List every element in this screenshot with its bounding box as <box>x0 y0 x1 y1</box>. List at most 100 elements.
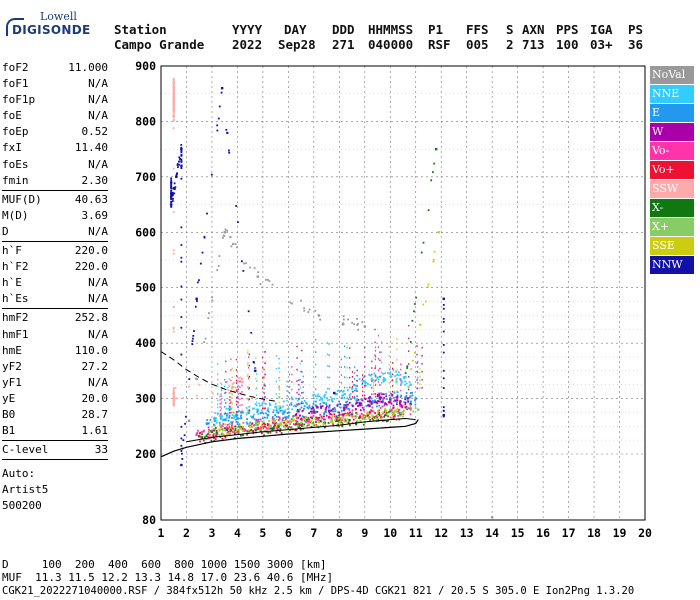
parameter-row: hmF1 N/A <box>2 327 108 343</box>
data-point <box>267 278 269 281</box>
data-point <box>217 265 220 267</box>
data-point <box>180 164 183 167</box>
data-point <box>367 404 369 407</box>
data-point <box>245 407 248 409</box>
data-point <box>257 271 260 274</box>
data-point <box>213 416 216 420</box>
x-tick-label: 6 <box>285 526 292 540</box>
data-point <box>245 421 248 424</box>
data-point <box>217 393 219 396</box>
data-point <box>421 354 423 357</box>
data-point <box>346 407 348 410</box>
data-point <box>231 387 233 390</box>
data-point <box>408 363 410 365</box>
data-point <box>404 398 407 401</box>
data-point <box>231 386 234 389</box>
data-point <box>362 378 364 380</box>
data-point <box>278 386 280 389</box>
data-point <box>248 405 251 408</box>
data-point <box>301 425 303 427</box>
data-point <box>180 143 183 146</box>
data-point <box>369 374 372 377</box>
data-point <box>282 424 285 427</box>
data-point <box>288 423 291 426</box>
data-point <box>259 412 262 415</box>
data-point <box>231 416 233 419</box>
data-point <box>237 400 239 403</box>
data-point <box>244 428 247 431</box>
parameter-value: 11.000 <box>68 61 108 74</box>
data-point <box>275 431 278 434</box>
data-point <box>316 417 319 420</box>
data-point <box>299 418 302 421</box>
data-point <box>237 397 239 400</box>
data-point <box>262 397 264 400</box>
data-point <box>299 386 301 389</box>
data-point <box>442 414 445 417</box>
data-point <box>253 418 256 421</box>
header-label: DAY <box>284 22 307 37</box>
data-point <box>374 401 377 404</box>
data-point <box>203 429 205 432</box>
data-point <box>172 104 175 107</box>
data-point <box>254 369 257 373</box>
data-point <box>223 433 226 436</box>
data-point <box>271 428 274 431</box>
data-point <box>173 192 176 195</box>
data-point <box>237 393 239 395</box>
data-point <box>416 379 418 381</box>
data-point <box>239 424 241 427</box>
data-point <box>393 410 396 413</box>
data-point <box>229 392 232 395</box>
data-point <box>396 379 398 382</box>
data-point <box>208 430 211 434</box>
data-point <box>306 403 308 406</box>
data-point <box>357 323 359 325</box>
data-point <box>210 439 213 442</box>
data-point <box>422 303 425 306</box>
parameter-name: B0 <box>2 407 16 421</box>
data-point <box>367 400 369 403</box>
data-point <box>312 402 315 405</box>
data-point <box>349 357 351 359</box>
data-point <box>236 423 239 426</box>
auto-scaling-info: Auto: Artist5 500200 <box>2 466 108 514</box>
data-point <box>220 424 223 427</box>
data-point <box>339 420 342 423</box>
data-point <box>301 415 304 418</box>
data-point <box>338 400 341 403</box>
parameter-name: hmF2 <box>2 311 29 325</box>
data-point <box>259 404 261 407</box>
data-point <box>299 370 301 373</box>
header-label: HHMMSS <box>368 22 414 37</box>
parameter-value: 2.30 <box>81 173 109 187</box>
data-point <box>382 398 385 401</box>
data-point <box>226 424 229 426</box>
data-point <box>356 413 359 415</box>
data-point <box>213 420 216 423</box>
data-point <box>180 153 183 156</box>
data-point <box>386 413 389 416</box>
data-point <box>201 251 204 254</box>
data-point <box>258 420 260 423</box>
data-point <box>279 396 281 399</box>
data-point <box>259 429 262 432</box>
x-tick-label: 3 <box>208 526 215 540</box>
data-point <box>381 351 383 354</box>
data-point <box>248 410 251 413</box>
data-point <box>237 388 239 391</box>
data-point <box>356 324 359 326</box>
data-point <box>247 409 250 412</box>
data-point <box>315 363 317 366</box>
data-point <box>367 383 369 385</box>
y-tick-label: 900 <box>135 59 156 73</box>
data-point <box>340 397 342 400</box>
data-point <box>262 356 264 359</box>
data-point <box>303 416 306 419</box>
data-point <box>329 413 332 415</box>
data-point <box>344 404 347 407</box>
data-point <box>203 436 206 439</box>
data-point <box>253 267 256 270</box>
data-point <box>401 406 404 409</box>
data-point <box>373 372 376 375</box>
